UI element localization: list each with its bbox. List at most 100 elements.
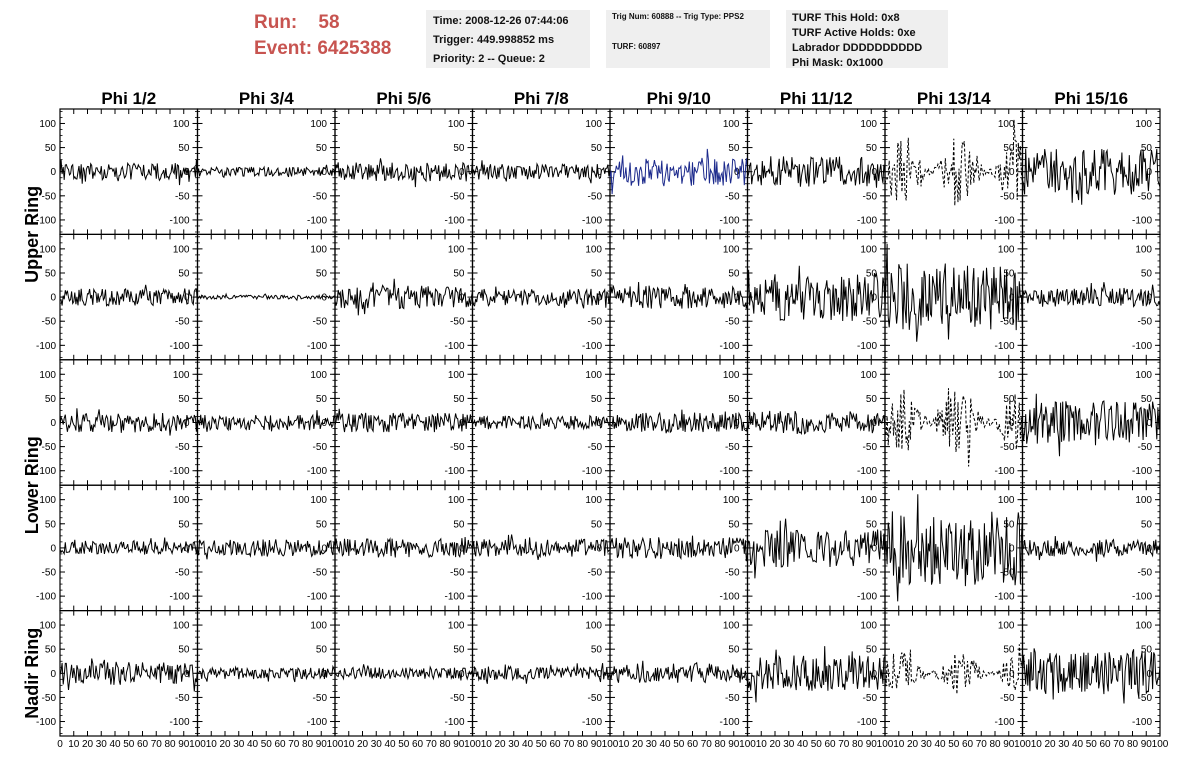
xtick-label: 40 <box>934 739 946 750</box>
xtick-label: 20 <box>1044 739 1056 750</box>
ytick-label-inner: 50 <box>728 143 740 154</box>
ytick-label-inner: 50 <box>728 645 740 656</box>
xtick-label: 40 <box>1072 739 1084 750</box>
ytick-label-inner: 50 <box>1141 268 1153 279</box>
xtick-label: 10 <box>343 739 355 750</box>
ytick-label-inner: -50 <box>175 191 190 202</box>
ytick-label-inner: 0 <box>1009 167 1015 178</box>
ytick-label-inner: -100 <box>994 341 1014 352</box>
ytick-label-inner: -100 <box>307 466 327 477</box>
ytick-label-inner: 50 <box>1003 394 1015 405</box>
xtick-label: 40 <box>109 739 121 750</box>
ytick-label-inner: -100 <box>582 341 602 352</box>
ytick-label-inner: 0 <box>184 293 190 304</box>
ytick-label-inner: 50 <box>866 519 878 530</box>
waveform-r1-c8 <box>1022 148 1161 205</box>
column-header-3: Phi 5/6 <box>376 89 431 108</box>
ytick-label-inner: 50 <box>453 143 465 154</box>
waveform-r5-c4 <box>472 663 611 684</box>
waveform-r4-c3 <box>334 536 473 559</box>
ytick-label-inner: 100 <box>585 119 602 130</box>
ytick-label: 100 <box>39 495 56 506</box>
ytick-label-inner: 100 <box>1135 244 1152 255</box>
ytick-label-inner: 50 <box>591 268 603 279</box>
ytick-label-inner: 0 <box>459 543 465 554</box>
column-header-5: Phi 9/10 <box>647 89 711 108</box>
ytick-label-inner: 0 <box>1146 543 1152 554</box>
ytick-label-inner: 50 <box>591 394 603 405</box>
ytick-label-inner: 100 <box>723 244 740 255</box>
ytick-label-inner: -50 <box>1138 191 1153 202</box>
row-label-3: Nadir Ring <box>22 628 42 719</box>
ytick-label-inner: 50 <box>728 394 740 405</box>
labrador-text: Labrador DDDDDDDDDD <box>792 42 923 54</box>
ytick-label-inner: 100 <box>173 370 190 381</box>
waveform-r5-c5 <box>609 660 748 684</box>
ytick-label-inner: 100 <box>998 119 1015 130</box>
ytick-label-inner: -100 <box>582 215 602 226</box>
xtick-label: 20 <box>907 739 919 750</box>
xtick-label: 10 <box>481 739 493 750</box>
xtick-label: 50 <box>811 739 823 750</box>
xtick-label: 30 <box>646 739 658 750</box>
turf-text: TURF: 60897 <box>612 42 661 51</box>
ytick-label: 100 <box>39 244 56 255</box>
ytick-label: 100 <box>39 621 56 632</box>
xtick-label: 100 <box>739 739 756 750</box>
xtick-label: 10 <box>618 739 630 750</box>
run-value: 58 <box>318 12 340 33</box>
xtick-label: 0 <box>57 739 63 750</box>
ytick-label-inner: -100 <box>857 341 877 352</box>
xtick-label: 70 <box>701 739 713 750</box>
ytick-label-inner: -100 <box>307 717 327 728</box>
ytick-label: -50 <box>42 693 57 704</box>
xtick-label: 80 <box>852 739 864 750</box>
xtick-label: 100 <box>327 739 344 750</box>
waveform-r3-c4 <box>472 411 611 431</box>
ytick-label: -100 <box>36 717 56 728</box>
waveform-r2-c5 <box>609 281 748 309</box>
ytick-label-inner: -100 <box>169 215 189 226</box>
ytick-label-inner: 50 <box>591 519 603 530</box>
xtick-label: 60 <box>962 739 974 750</box>
time-text: Time: 2008-12-26 07:44:06 <box>433 15 569 27</box>
ytick-label-inner: 50 <box>728 268 740 279</box>
ytick-label-inner: -50 <box>863 568 878 579</box>
ytick-label-inner: -50 <box>450 191 465 202</box>
xtick-label: 40 <box>384 739 396 750</box>
ytick-label-inner: -50 <box>175 693 190 704</box>
ytick-label-inner: 100 <box>1135 621 1152 632</box>
ytick-label-inner: -50 <box>588 568 603 579</box>
turf-info-box: TURF This Hold: 0x8 TURF Active Holds: 0… <box>786 10 948 69</box>
waveform-r5-c7 <box>884 644 1023 695</box>
xtick-label: 40 <box>522 739 534 750</box>
xtick-label: 80 <box>164 739 176 750</box>
run-label: Run: <box>254 12 298 33</box>
ytick-label-inner: 50 <box>178 519 190 530</box>
xtick-label: 50 <box>673 739 685 750</box>
ytick-label-inner: 50 <box>866 394 878 405</box>
ytick-label: -50 <box>42 442 57 453</box>
xtick-label: 10 <box>893 739 905 750</box>
ytick-label-inner: 100 <box>860 244 877 255</box>
waveform-r5-c8 <box>1022 648 1161 704</box>
waveform-r5-c2 <box>197 664 336 683</box>
event-value: 6425388 <box>317 38 392 59</box>
priority-text: Priority: 2 -- Queue: 2 <box>433 53 545 65</box>
ytick-label-inner: -50 <box>863 693 878 704</box>
ytick-label-inner: 100 <box>173 495 190 506</box>
ytick-label-inner: -50 <box>725 442 740 453</box>
ytick-label: -50 <box>42 191 57 202</box>
ytick-label-inner: 100 <box>448 370 465 381</box>
xtick-label: 60 <box>274 739 286 750</box>
xtick-label: 10 <box>68 739 80 750</box>
ytick-label-inner: -100 <box>169 466 189 477</box>
ytick-label: 0 <box>50 543 56 554</box>
ytick-label: 50 <box>45 645 57 656</box>
ytick-label-inner: 50 <box>316 394 328 405</box>
ytick-label-inner: -100 <box>857 592 877 603</box>
waveform-r4-c8 <box>1022 535 1161 562</box>
ytick-label-inner: 100 <box>585 370 602 381</box>
ytick-label-inner: 100 <box>448 119 465 130</box>
xtick-label: 10 <box>206 739 218 750</box>
